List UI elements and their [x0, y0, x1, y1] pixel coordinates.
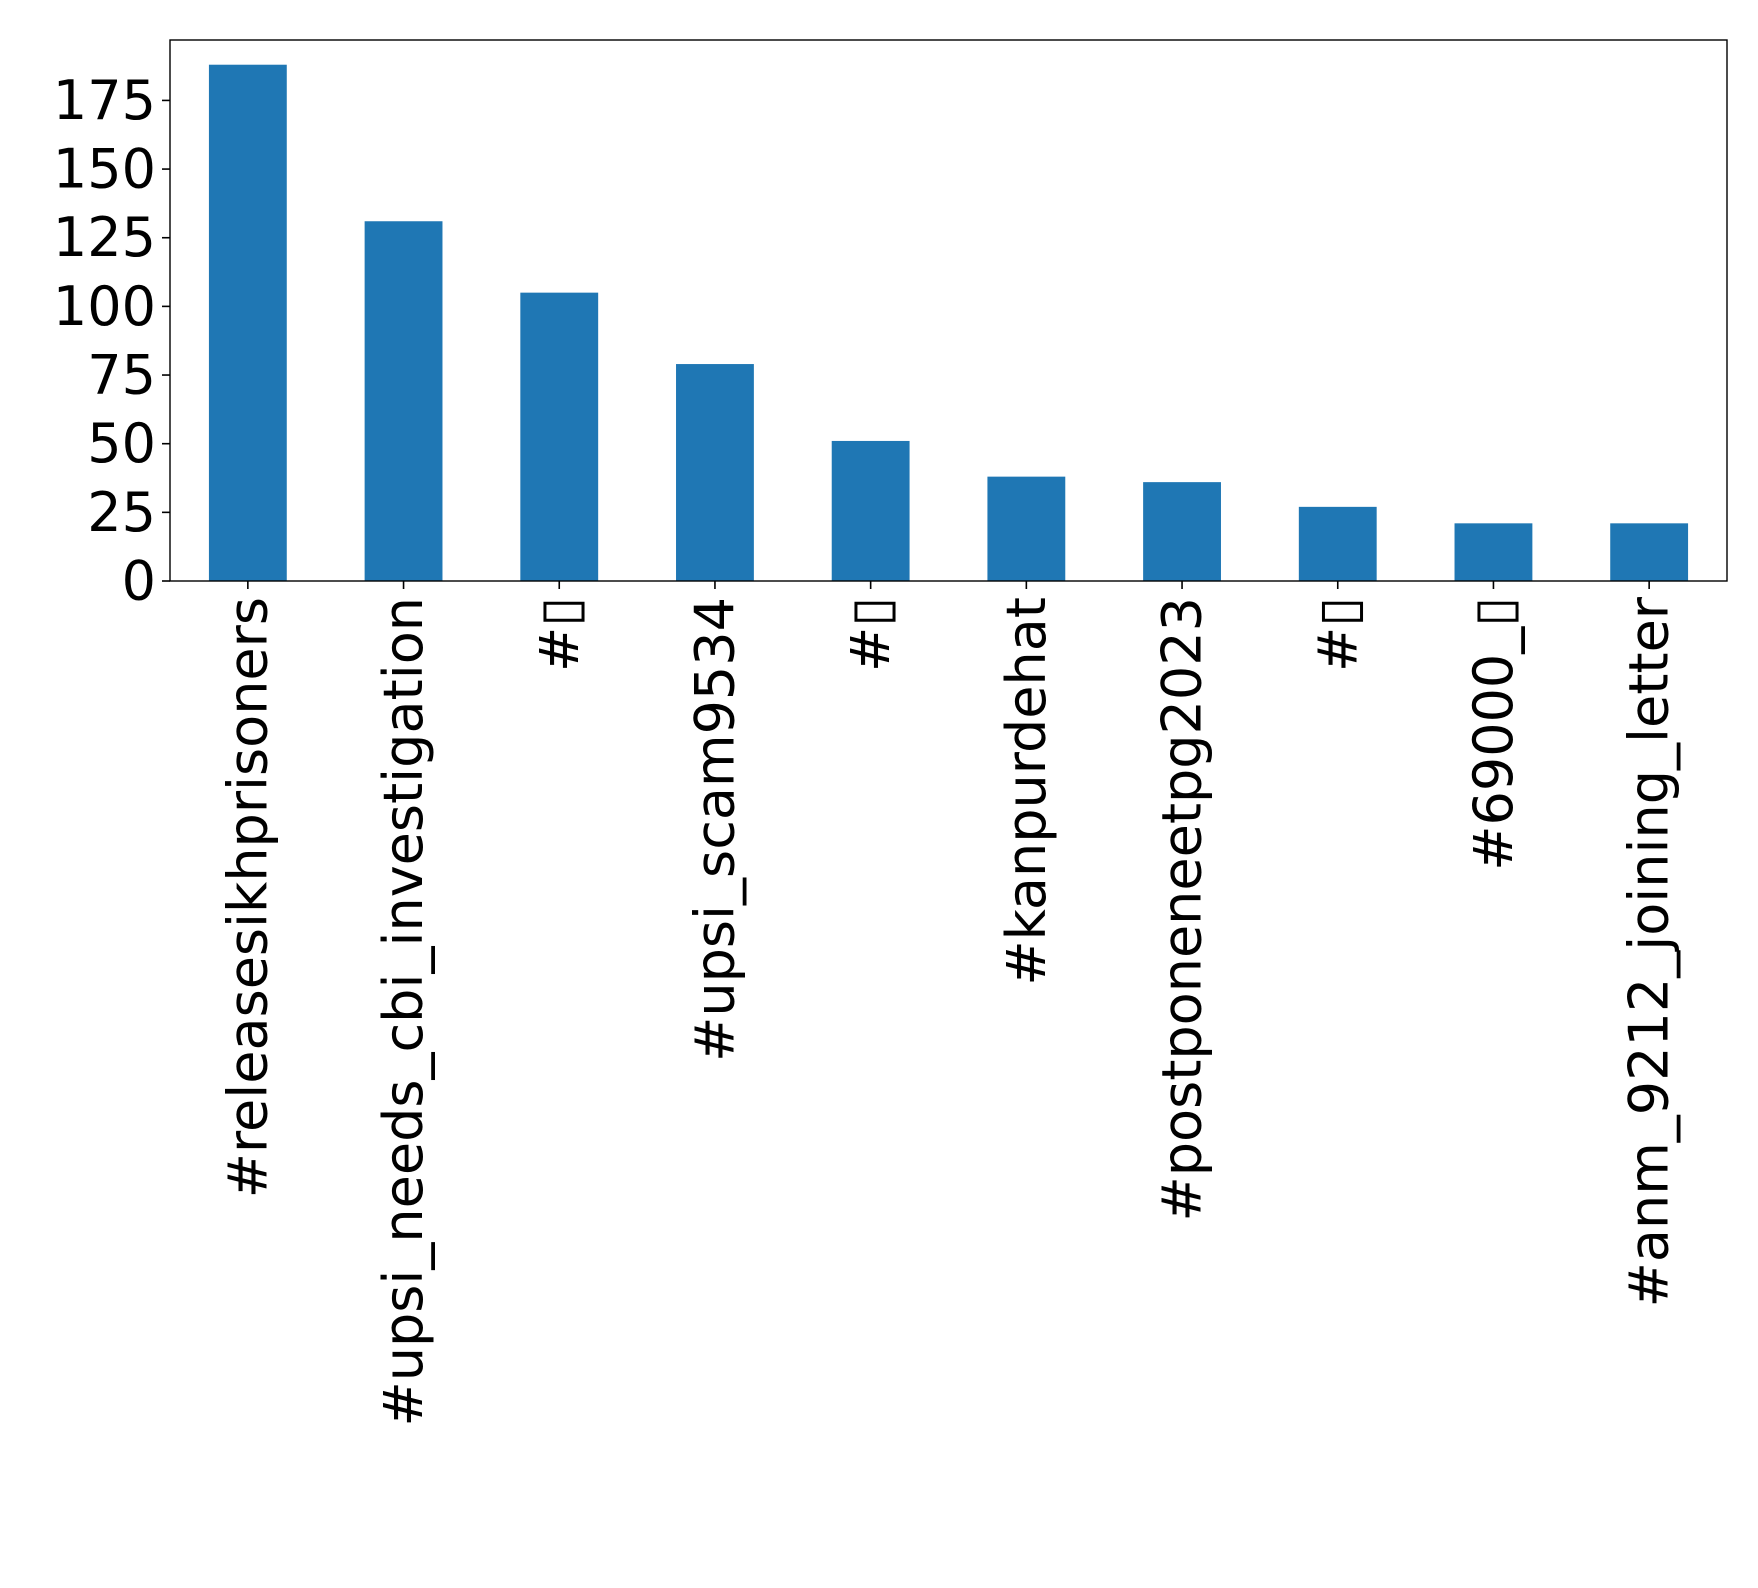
- x-tick-label: #releasesikhprisoners: [216, 597, 279, 1198]
- bar-7: [1143, 482, 1221, 581]
- y-tick-label: 125: [53, 206, 156, 269]
- x-tick-label: #upsi_scam9534: [683, 597, 746, 1062]
- x-tick-label: #▯: [839, 597, 902, 672]
- y-tick-label: 100: [53, 275, 156, 338]
- y-tick-label: 0: [122, 550, 156, 613]
- y-tick-label: 150: [53, 138, 156, 201]
- bar-10: [1610, 523, 1689, 581]
- plot-frame: [169, 39, 1728, 582]
- x-tick-label: #69000_▯: [1462, 597, 1525, 871]
- y-tick-label: 25: [87, 481, 156, 544]
- bar-2: [364, 221, 443, 582]
- x-tick-label: #postponeneetpg2023: [1151, 597, 1214, 1221]
- y-tick-label: 175: [53, 69, 156, 132]
- x-axis: #releasesikhprisoners #upsi_needs_cbi_inv…: [216, 581, 1681, 1426]
- bar-9: [1454, 523, 1533, 581]
- bar-3: [520, 292, 599, 581]
- bar-4: [676, 364, 754, 581]
- y-tick-label: 50: [87, 412, 156, 475]
- bar-6: [987, 476, 1066, 581]
- bar-5: [831, 440, 910, 581]
- y-tick-label: 75: [87, 344, 156, 407]
- x-tick-label: #▯: [1306, 597, 1369, 672]
- x-tick-label: #anm_9212_joining_letter: [1618, 596, 1681, 1307]
- bar-8: [1298, 506, 1377, 581]
- x-tick-label: #kanpurdehat: [995, 597, 1058, 986]
- bar-1: [208, 64, 287, 581]
- x-tick-label: #▯: [528, 597, 591, 672]
- x-tick-label: #upsi_needs_cbi_investigation: [372, 597, 435, 1426]
- bars-group: [208, 64, 1689, 582]
